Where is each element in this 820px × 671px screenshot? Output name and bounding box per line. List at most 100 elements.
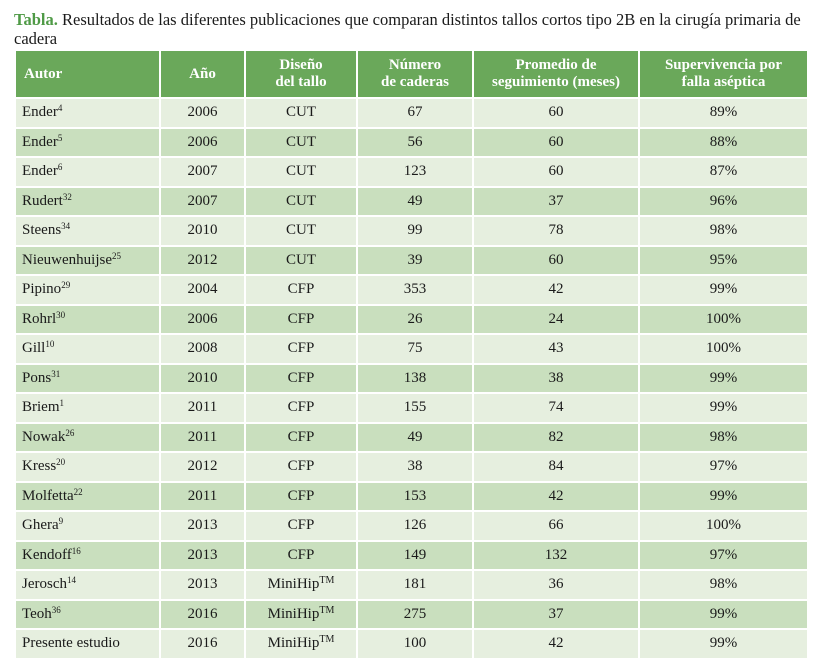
reference-number: 1 [59, 398, 65, 409]
table-caption: Tabla. Resultados de las diferentes publ… [14, 10, 804, 48]
table-row: Ender6 2007 CUT 123 60 87% [16, 158, 807, 188]
reference-number: 4 [57, 103, 63, 114]
cell-caderas: 100 [358, 630, 472, 660]
cell-autor: Pons31 [16, 364, 159, 394]
cell-supervivencia: 100% [640, 335, 807, 365]
cell-caderas: 275 [358, 600, 472, 630]
cell-diseno: MiniHipTM [246, 630, 356, 660]
table-row: Presente estudio 2016 MiniHipTM 100 42 99% [16, 630, 807, 660]
table-row: Nieuwenhuijse25 2012 CUT 39 60 95% [16, 246, 807, 276]
cell-autor: Steens34 [16, 217, 159, 247]
cell-supervivencia: 100% [640, 512, 807, 542]
cell-caderas: 49 [358, 187, 472, 217]
results-table: Autor Año Diseño del tallo Número de cader… [14, 51, 809, 660]
cell-supervivencia: 99% [640, 600, 807, 630]
table-row: Kress20 2012 CFP 38 84 97% [16, 453, 807, 483]
cell-seguimiento: 24 [474, 305, 638, 335]
cell-anio: 2006 [161, 128, 244, 158]
cell-diseno: CFP [246, 482, 356, 512]
reference-number: 22 [73, 486, 83, 497]
cell-autor: Rohrl30 [16, 305, 159, 335]
cell-seguimiento: 74 [474, 394, 638, 424]
cell-anio: 2008 [161, 335, 244, 365]
cell-autor: Ender6 [16, 158, 159, 188]
cell-diseno: MiniHipTM [246, 600, 356, 630]
cell-supervivencia: 99% [640, 482, 807, 512]
cell-seguimiento: 37 [474, 600, 638, 630]
table-row: Pipino29 2004 CFP 353 42 99% [16, 276, 807, 306]
cell-diseno: CFP [246, 305, 356, 335]
reference-number: 10 [45, 339, 55, 350]
cell-supervivencia: 100% [640, 305, 807, 335]
cell-anio: 2010 [161, 217, 244, 247]
cell-caderas: 149 [358, 541, 472, 571]
cell-supervivencia: 98% [640, 217, 807, 247]
cell-caderas: 138 [358, 364, 472, 394]
cell-autor: Ghera9 [16, 512, 159, 542]
cell-autor: Nieuwenhuijse25 [16, 246, 159, 276]
table-body: Ender4 2006 CUT 67 60 89% Ender5 2006 CUT 56 60 88%… [16, 99, 807, 660]
table-row: Rudert32 2007 CUT 49 37 96% [16, 187, 807, 217]
cell-anio: 2010 [161, 364, 244, 394]
cell-caderas: 56 [358, 128, 472, 158]
cell-supervivencia: 95% [640, 246, 807, 276]
reference-number: 31 [51, 368, 61, 379]
table-row: Molfetta22 2011 CFP 153 42 99% [16, 482, 807, 512]
cell-caderas: 123 [358, 158, 472, 188]
cell-anio: 2016 [161, 600, 244, 630]
table-row: Ghera9 2013 CFP 126 66 100% [16, 512, 807, 542]
header-numero: Número de caderas [358, 51, 472, 99]
cell-anio: 2011 [161, 394, 244, 424]
table-row: Pons31 2010 CFP 138 38 99% [16, 364, 807, 394]
cell-supervivencia: 87% [640, 158, 807, 188]
reference-number: 14 [67, 575, 76, 586]
cell-caderas: 353 [358, 276, 472, 306]
cell-seguimiento: 60 [474, 99, 638, 129]
table-row: Teoh36 2016 MiniHipTM 275 37 99% [16, 600, 807, 630]
cell-supervivencia: 98% [640, 423, 807, 453]
cell-diseno: CFP [246, 512, 356, 542]
cell-autor: Kress20 [16, 453, 159, 483]
cell-supervivencia: 96% [640, 187, 807, 217]
header-anio: Año [161, 51, 244, 99]
cell-seguimiento: 43 [474, 335, 638, 365]
cell-autor: Jerosch14 [16, 571, 159, 601]
cell-anio: 2011 [161, 423, 244, 453]
cell-supervivencia: 99% [640, 364, 807, 394]
cell-diseno: CFP [246, 276, 356, 306]
cell-supervivencia: 99% [640, 394, 807, 424]
cell-seguimiento: 132 [474, 541, 638, 571]
cell-autor: Ender5 [16, 128, 159, 158]
cell-seguimiento: 42 [474, 630, 638, 660]
cell-diseno: CFP [246, 394, 356, 424]
cell-seguimiento: 42 [474, 482, 638, 512]
cell-seguimiento: 66 [474, 512, 638, 542]
cell-anio: 2013 [161, 512, 244, 542]
cell-anio: 2016 [161, 630, 244, 660]
reference-number: 9 [58, 516, 64, 527]
cell-supervivencia: 99% [640, 630, 807, 660]
reference-number: 26 [65, 427, 75, 438]
cell-autor: Ender4 [16, 99, 159, 129]
cell-caderas: 99 [358, 217, 472, 247]
cell-anio: 2007 [161, 158, 244, 188]
reference-number: 30 [56, 309, 66, 320]
cell-autor: Rudert32 [16, 187, 159, 217]
reference-number: 20 [56, 457, 66, 468]
cell-caderas: 49 [358, 423, 472, 453]
cell-anio: 2006 [161, 99, 244, 129]
table-row: Steens34 2010 CUT 99 78 98% [16, 217, 807, 247]
cell-diseno: CUT [246, 246, 356, 276]
reference-number: 25 [111, 250, 121, 261]
cell-autor: Presente estudio [16, 630, 159, 660]
cell-caderas: 67 [358, 99, 472, 129]
cell-diseno: CUT [246, 187, 356, 217]
cell-caderas: 155 [358, 394, 472, 424]
cell-caderas: 181 [358, 571, 472, 601]
cell-diseno: MiniHipTM [246, 571, 356, 601]
cell-diseno: CUT [246, 99, 356, 129]
cell-autor: Molfetta22 [16, 482, 159, 512]
cell-seguimiento: 82 [474, 423, 638, 453]
header-row: Autor Año Diseño del tallo Número de cader… [16, 51, 807, 99]
reference-number: 34 [61, 221, 71, 232]
